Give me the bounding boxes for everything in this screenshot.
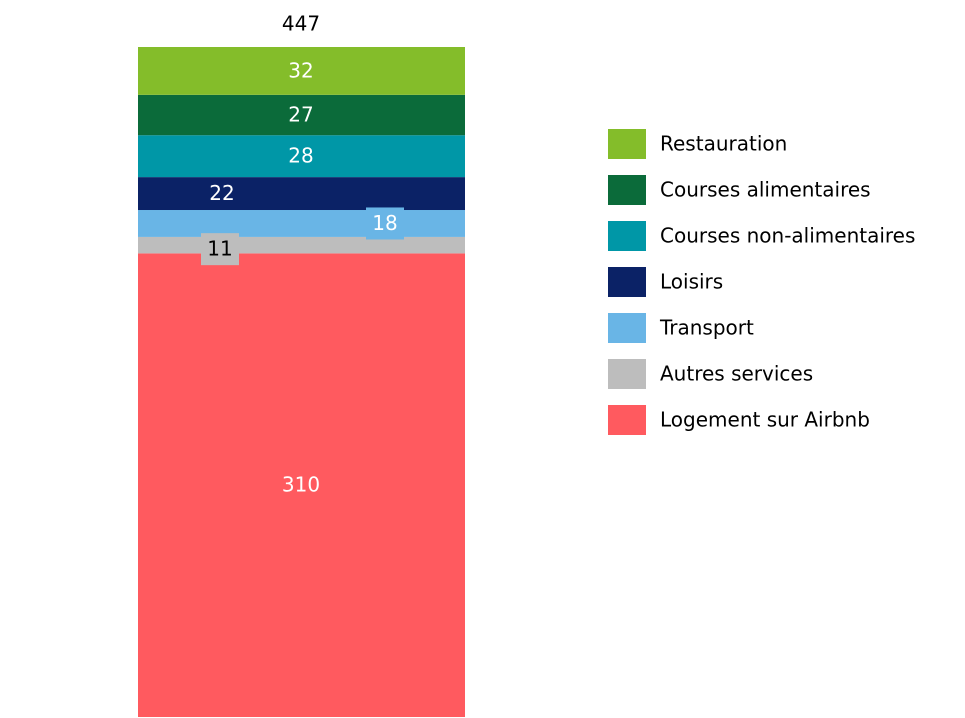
legend-label: Courses non-alimentaires: [660, 224, 915, 248]
bar-segment: [138, 210, 465, 237]
bar-segment: [138, 177, 465, 211]
data-label: 32: [288, 58, 313, 82]
total-label: 447: [282, 12, 320, 36]
legend-label: Logement sur Airbnb: [660, 408, 870, 432]
bar-segment: [138, 135, 465, 178]
data-label: 18: [372, 211, 397, 235]
legend-label: Courses alimentaires: [660, 178, 871, 202]
data-label: 22: [209, 181, 234, 205]
legend-label: Autres services: [660, 362, 813, 386]
legend-swatch: [608, 313, 646, 343]
legend-swatch: [608, 129, 646, 159]
label-box: [201, 233, 239, 266]
bar-segment: [138, 94, 465, 136]
legend-swatch: [608, 221, 646, 251]
legend-swatch: [608, 267, 646, 297]
label-box: [366, 207, 404, 240]
data-label: 11: [207, 237, 232, 261]
bar-segment: [138, 253, 465, 718]
data-label: 27: [288, 103, 313, 127]
legend-swatch: [608, 405, 646, 435]
legend-label: Transport: [659, 316, 754, 340]
data-label: 310: [282, 473, 320, 497]
legend-label: Loisirs: [660, 270, 723, 294]
legend-swatch: [608, 175, 646, 205]
bar-segment: [138, 47, 465, 95]
legend-swatch: [608, 359, 646, 389]
bar-segment: [138, 236, 465, 254]
legend-label: Restauration: [660, 132, 787, 156]
data-label: 28: [288, 144, 313, 168]
